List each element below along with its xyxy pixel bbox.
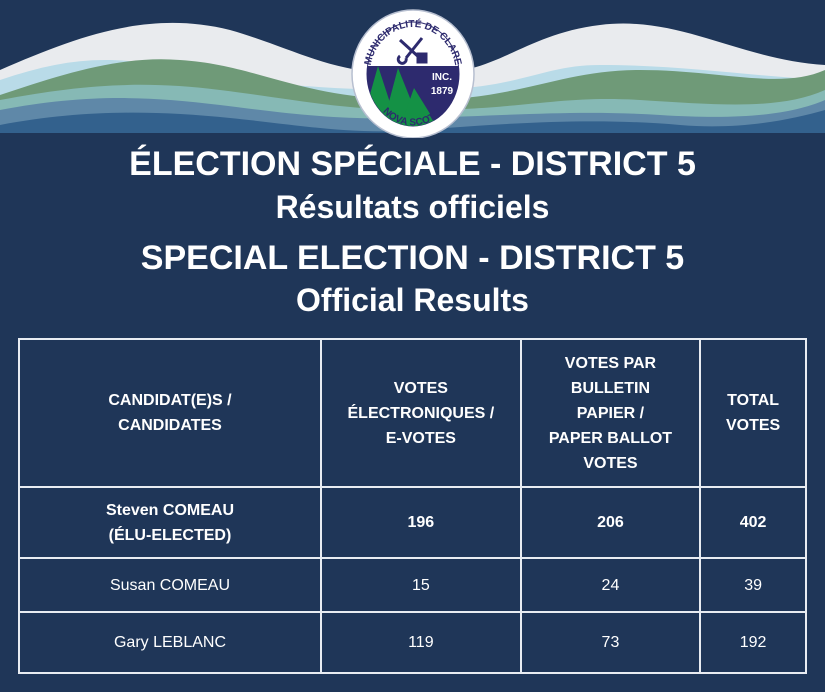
total-cell: 39 (699, 557, 807, 613)
elected-note: (ÉLU-ELECTED) (108, 526, 232, 544)
evotes-cell: 15 (319, 557, 522, 613)
candidate-name: Steven COMEAU (ÉLU-ELECTED) (18, 486, 322, 559)
header-paper-votes: VOTES PAR BULLETIN PAPIER / PAPER BALLOT VOT… (519, 338, 702, 488)
header-evotes: VOTES ÉLECTRONIQUES / E-VOTES (319, 338, 522, 488)
total-cell: 402 (699, 486, 807, 559)
candidate-name: Gary LEBLANC (18, 611, 322, 674)
subtitle-en: Official Results (296, 282, 529, 318)
wave-dark-blue (0, 110, 825, 140)
municipality-logo: MUNICIPALITÉ DE CLARE NOVA SCOTIA INC. 1… (351, 9, 475, 138)
header-candidates: CANDIDAT(E)S / CANDIDATES (18, 338, 322, 488)
table-header-row: CANDIDAT(E)S / CANDIDATES VOTES ÉLECTRONIQ… (18, 338, 807, 488)
table-row: Susan COMEAU 15 24 39 (18, 557, 807, 613)
total-cell: 192 (699, 611, 807, 674)
logo-year: 1879 (431, 86, 454, 97)
logo-inc: INC. (432, 72, 452, 83)
evotes-cell: 119 (319, 611, 522, 674)
candidate-name: Susan COMEAU (18, 557, 322, 613)
subtitle-fr: Résultats officiels (275, 189, 550, 225)
axe-hook-icon (396, 37, 428, 65)
evotes-cell: 196 (319, 486, 522, 559)
paper-cell: 24 (519, 557, 702, 613)
paper-cell: 206 (519, 486, 702, 559)
table-row: Gary LEBLANC 119 73 192 (18, 611, 807, 674)
results-table: CANDIDAT(E)S / CANDIDATES VOTES ÉLECTRONIQ… (18, 338, 807, 674)
title-fr: ÉLECTION SPÉCIALE - DISTRICT 5 (129, 145, 696, 183)
paper-cell: 73 (519, 611, 702, 674)
title-en: SPECIAL ELECTION - DISTRICT 5 (140, 239, 685, 277)
header-total: TOTAL VOTES (699, 338, 807, 488)
table-row: Steven COMEAU (ÉLU-ELECTED) 196 206 402 (18, 486, 807, 559)
